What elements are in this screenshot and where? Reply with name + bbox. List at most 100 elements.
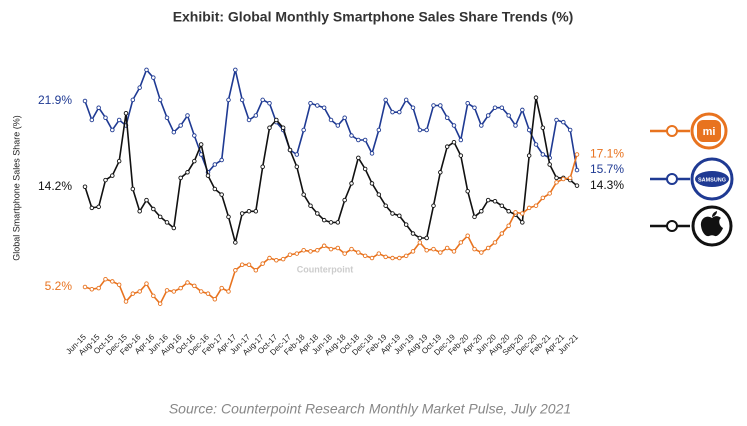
point xyxy=(157,97,163,103)
point xyxy=(561,176,566,182)
point xyxy=(294,152,300,157)
point xyxy=(567,127,573,133)
point xyxy=(130,291,136,296)
point xyxy=(239,97,245,103)
point xyxy=(308,249,313,254)
legend-label: SAMSUNG xyxy=(698,177,726,183)
point xyxy=(485,113,491,118)
point xyxy=(205,173,211,178)
point xyxy=(526,205,532,211)
point xyxy=(198,142,204,147)
point xyxy=(110,127,115,133)
point xyxy=(274,117,279,123)
point xyxy=(96,285,101,291)
point xyxy=(492,240,498,245)
point xyxy=(403,222,409,227)
point xyxy=(506,223,511,228)
point xyxy=(253,268,259,273)
point xyxy=(458,240,464,245)
point xyxy=(185,113,190,118)
point xyxy=(137,209,142,214)
point xyxy=(390,211,395,216)
point xyxy=(465,100,470,106)
point xyxy=(451,139,457,145)
point xyxy=(164,220,170,225)
point xyxy=(390,255,395,261)
point xyxy=(369,181,375,186)
point xyxy=(349,246,354,252)
point xyxy=(424,127,429,133)
point xyxy=(328,246,334,252)
point xyxy=(328,117,334,123)
point xyxy=(444,144,450,149)
point xyxy=(157,301,163,306)
point xyxy=(130,97,136,103)
point xyxy=(376,251,382,256)
point xyxy=(342,251,347,256)
point xyxy=(233,268,238,273)
point xyxy=(164,115,170,120)
point xyxy=(533,142,539,147)
point xyxy=(171,225,177,231)
point xyxy=(479,123,484,128)
watermark: Counterpoint xyxy=(297,264,354,274)
point xyxy=(472,214,477,220)
point xyxy=(185,170,190,175)
point xyxy=(301,127,306,133)
point xyxy=(431,103,436,108)
point xyxy=(116,158,122,164)
point xyxy=(267,125,272,130)
point xyxy=(485,245,491,251)
point xyxy=(397,109,402,115)
point xyxy=(151,293,156,299)
point xyxy=(321,105,327,110)
point xyxy=(492,198,498,204)
point xyxy=(260,97,265,103)
point xyxy=(144,67,149,73)
point xyxy=(349,181,354,186)
point xyxy=(205,291,211,296)
point xyxy=(561,119,566,125)
point xyxy=(164,288,170,293)
point xyxy=(362,166,368,172)
point xyxy=(417,235,423,241)
point xyxy=(192,283,197,289)
point xyxy=(342,197,347,203)
point xyxy=(533,203,539,208)
point xyxy=(513,123,518,128)
point xyxy=(383,254,388,260)
point xyxy=(465,188,470,194)
point xyxy=(369,151,375,156)
point xyxy=(362,137,368,143)
point xyxy=(499,203,505,208)
legend-label: mi xyxy=(703,126,716,138)
point xyxy=(458,137,464,143)
point xyxy=(403,253,409,259)
point xyxy=(246,117,252,123)
point xyxy=(226,214,231,220)
point xyxy=(335,220,341,225)
point xyxy=(321,243,327,249)
point xyxy=(157,214,163,220)
point xyxy=(356,250,361,255)
point xyxy=(144,197,149,203)
point xyxy=(116,117,122,123)
point xyxy=(356,155,361,161)
point xyxy=(431,203,436,208)
point xyxy=(212,297,218,302)
point xyxy=(533,95,539,100)
point xyxy=(280,125,286,130)
point xyxy=(424,235,429,241)
value-label: 17.1% xyxy=(590,147,624,161)
point xyxy=(212,186,218,192)
point xyxy=(315,103,320,108)
point xyxy=(540,152,546,157)
point xyxy=(294,164,300,169)
point xyxy=(151,206,156,212)
point xyxy=(328,220,334,225)
point xyxy=(499,105,505,110)
point xyxy=(424,247,429,253)
point xyxy=(417,127,423,133)
point xyxy=(178,175,183,181)
